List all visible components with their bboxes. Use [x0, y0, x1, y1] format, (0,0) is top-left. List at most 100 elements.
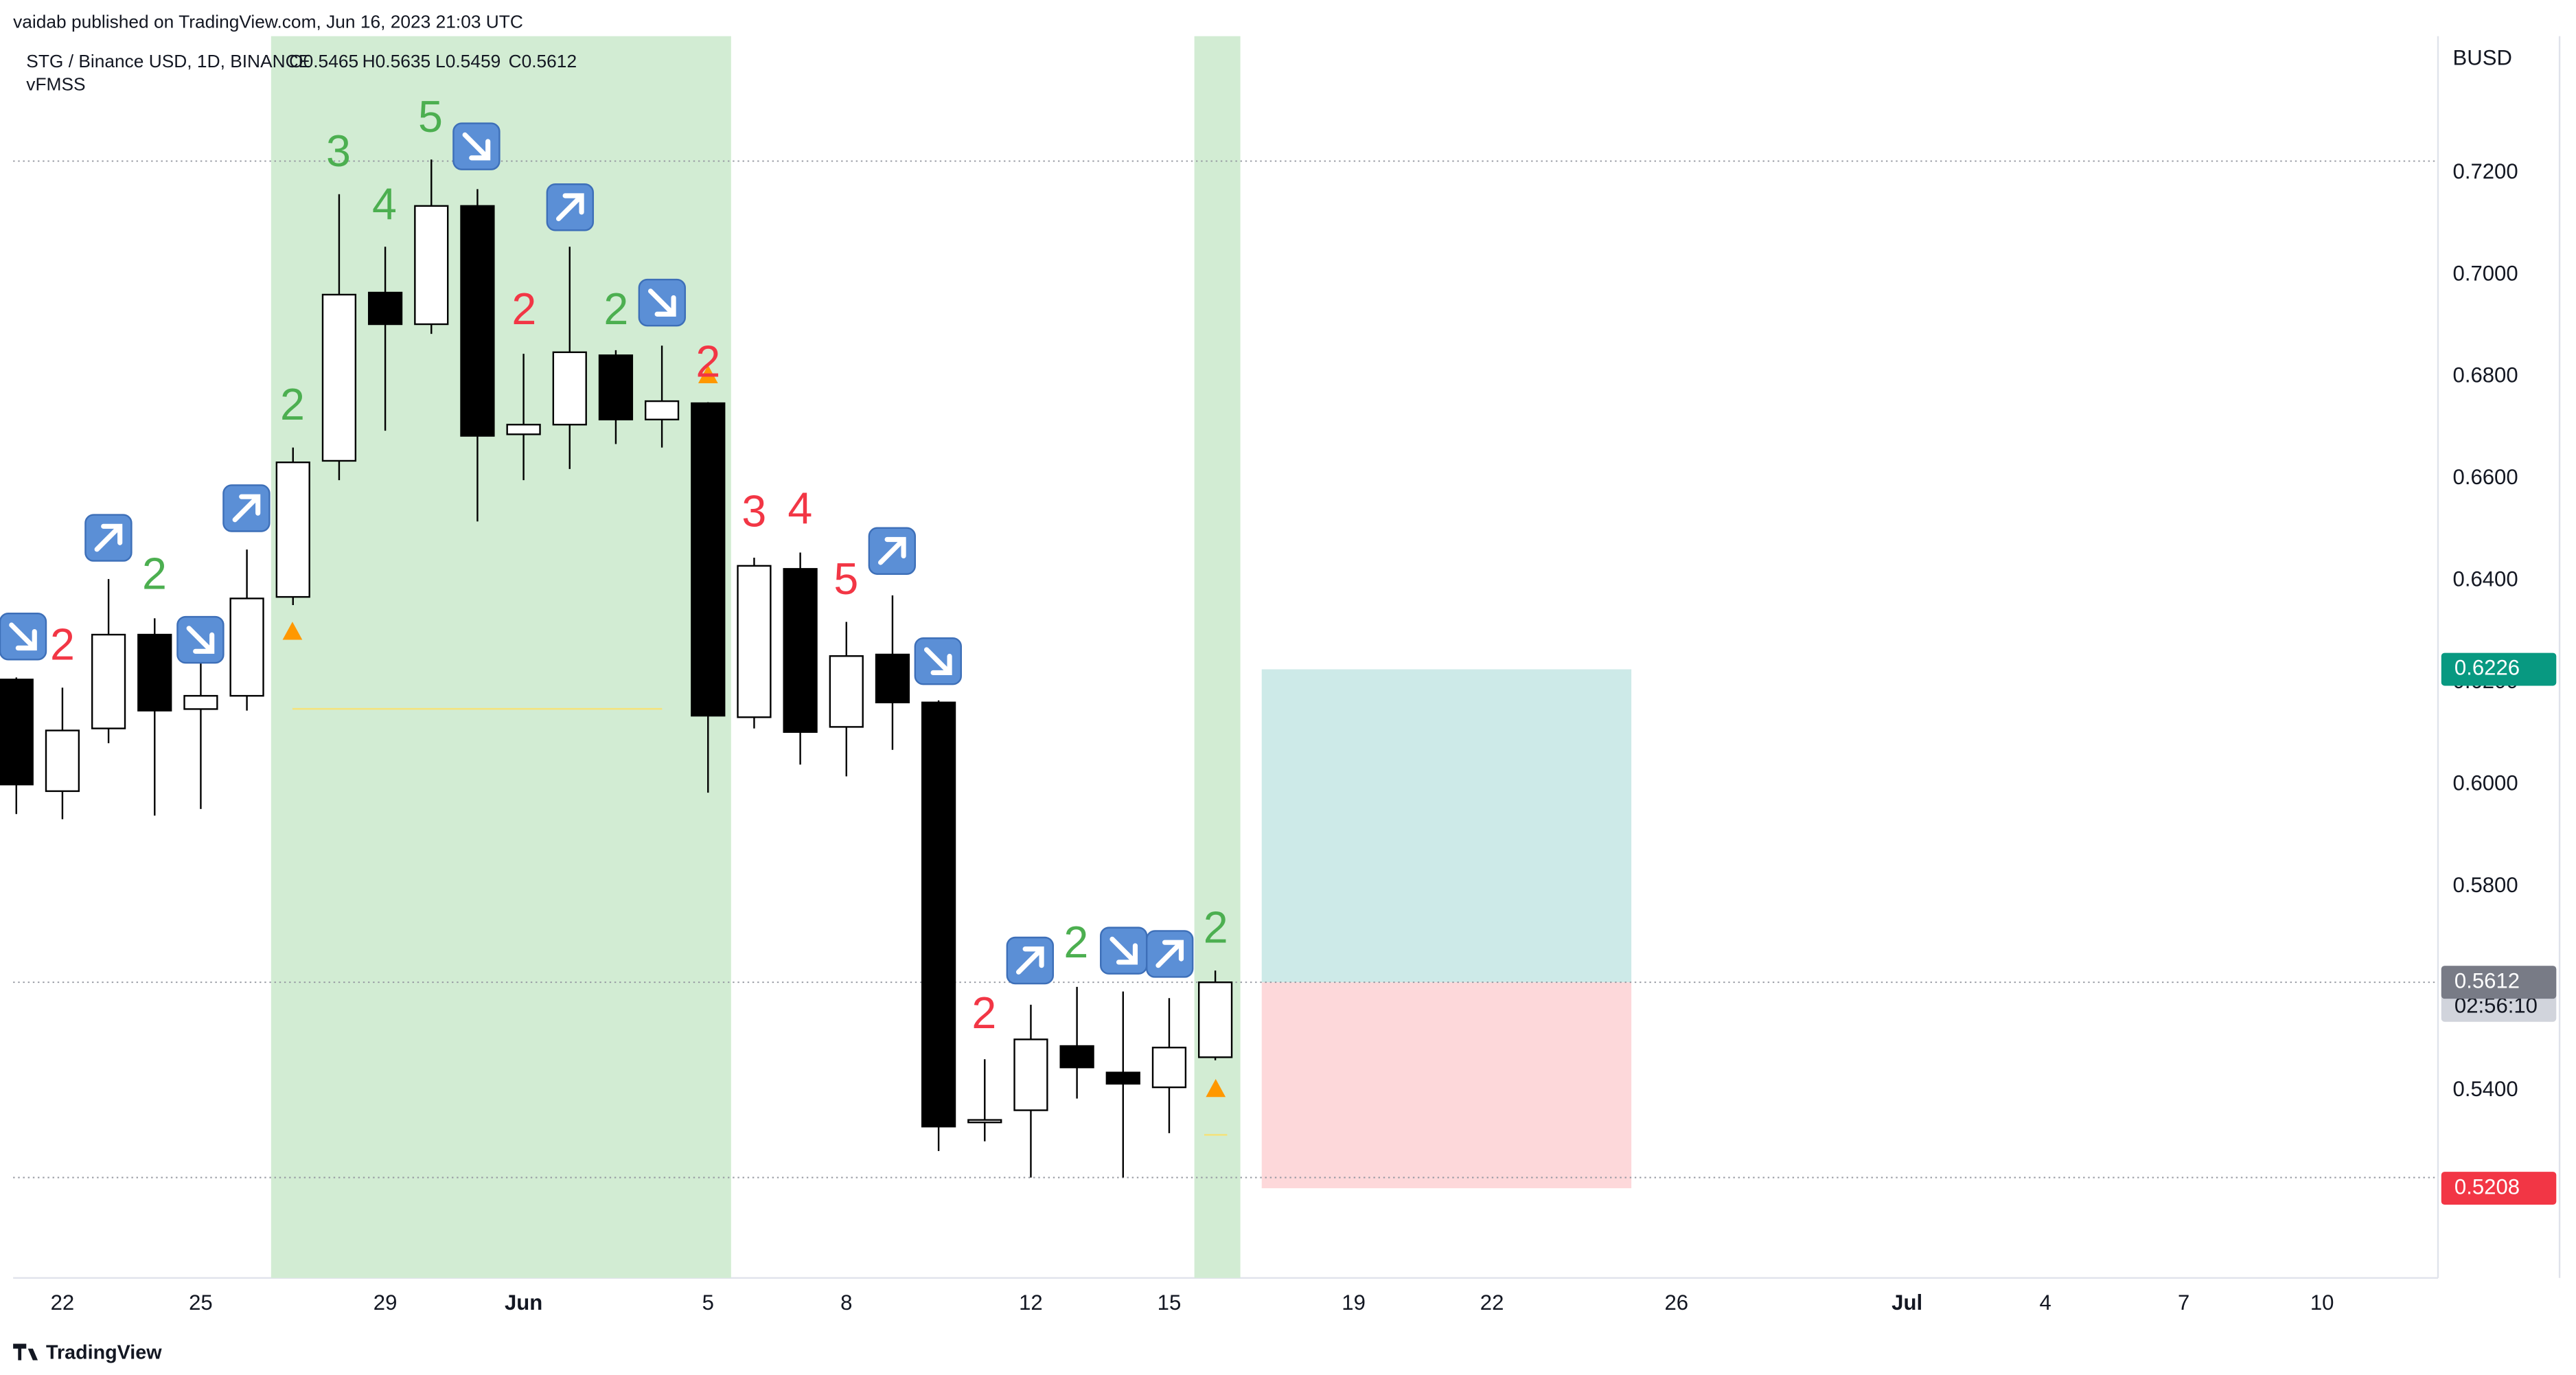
signal-triangle: [282, 622, 303, 640]
arrow-icon: [914, 637, 963, 685]
y-tick-label: 0.6600: [2453, 465, 2518, 489]
candle-body: [506, 424, 541, 435]
x-tick-label: 4: [2039, 1291, 2051, 1315]
annotation: 3: [741, 486, 766, 536]
indicator: vFMSS: [26, 73, 85, 94]
x-tick-label: Jun: [505, 1291, 542, 1315]
candle-body: [45, 729, 80, 793]
arrow-icon-glyph: [186, 626, 215, 654]
arrow-icon: [1146, 930, 1194, 978]
annotation: 5: [418, 91, 443, 141]
annotation: 4: [787, 483, 812, 533]
signal-triangle: [1206, 1078, 1226, 1098]
x-tick-label: 29: [373, 1291, 398, 1315]
x-tick-label: Jul: [1891, 1291, 1922, 1315]
candle-body: [321, 293, 357, 462]
symbol: STG / Binance USD, 1D, BINANCE: [26, 51, 310, 71]
plot: 0.72000.70000.68000.66000.64000.62000.60…: [0, 36, 2557, 1315]
x-tick-label: 22: [51, 1291, 75, 1315]
candle-body: [1151, 1047, 1187, 1089]
y-tick-label: 0.6000: [2453, 771, 2518, 795]
x-tick-label: 5: [702, 1291, 714, 1315]
annotation: 2: [695, 337, 720, 387]
price-marker: [2441, 966, 2557, 999]
candle-body: [183, 694, 218, 710]
y-tick-label: 0.5400: [2453, 1077, 2518, 1101]
stop-zone: [1261, 982, 1632, 1189]
annotation: 2: [142, 549, 167, 599]
arrow-icon: [546, 183, 595, 231]
published: vaidab published on TradingView.com, Jun…: [13, 11, 523, 32]
arrow-icon-glyph: [1015, 946, 1044, 975]
price-marker-label: 0.5208: [2454, 1174, 2520, 1198]
candle-body: [598, 354, 634, 421]
arrow-icon-glyph: [9, 622, 37, 651]
price-marker: [2441, 652, 2557, 686]
annotation: 2: [511, 284, 536, 334]
price-marker: [2441, 1172, 2557, 1205]
annotation: 2: [1063, 917, 1088, 967]
arrow-icon-glyph: [1155, 940, 1184, 968]
x-tick-label: 22: [1480, 1291, 1504, 1315]
annotation: 5: [833, 554, 858, 604]
ohlc-label: H0.5635: [363, 51, 431, 71]
ohlc-label: L0.5459: [435, 51, 501, 71]
ohlc-label: O0.5465: [289, 51, 358, 71]
arrow-icon-glyph: [1109, 936, 1138, 965]
y-tick-label: 0.6400: [2453, 567, 2518, 591]
annotation: 2: [280, 379, 305, 429]
candle-body: [0, 679, 34, 786]
arrow-icon-glyph: [462, 132, 491, 161]
candle-body: [691, 402, 726, 717]
candle-body: [367, 291, 403, 326]
arrow-icon-glyph: [923, 647, 952, 676]
candle-body: [552, 351, 587, 426]
logo: [13, 1343, 38, 1361]
candle-body: [414, 205, 449, 326]
x-tick-label: 8: [840, 1291, 852, 1315]
x-tick-label: 19: [1342, 1291, 1366, 1315]
arrow-icon-glyph: [877, 536, 906, 565]
price-marker-label: 0.5612: [2454, 968, 2520, 992]
candle-body: [644, 400, 680, 421]
candle-body: [1197, 981, 1233, 1058]
footer: TradingView: [46, 1341, 162, 1363]
arrow-icon-glyph: [647, 288, 676, 317]
candle-body: [967, 1119, 1002, 1124]
x-tick-label: 12: [1019, 1291, 1043, 1315]
arrow-icon: [868, 527, 917, 575]
candle-body: [1059, 1045, 1094, 1069]
annotation: 3: [326, 126, 351, 176]
ohlc-label: C0.5612: [509, 51, 577, 71]
price-marker-label: 0.6226: [2454, 656, 2520, 680]
currency: BUSD: [2453, 45, 2512, 69]
annotation: 4: [372, 179, 397, 229]
candle-body: [460, 205, 495, 437]
highlight-zone: [271, 36, 731, 1278]
candle-body: [1013, 1038, 1048, 1111]
y-tick-label: 0.5800: [2453, 873, 2518, 897]
candle-body: [737, 565, 772, 718]
highlight-zone: [1194, 36, 1241, 1278]
annotation: 2: [603, 284, 628, 334]
candle-body: [875, 653, 910, 703]
signal-triangle: [698, 365, 718, 383]
candle-body: [137, 633, 172, 712]
annotation: 2: [971, 988, 996, 1038]
candle-body: [229, 598, 264, 697]
candle-body: [783, 568, 818, 733]
candle-body: [91, 633, 126, 729]
arrow-icon: [0, 613, 47, 661]
arrow-icon: [222, 484, 271, 532]
x-tick-label: 10: [2310, 1291, 2334, 1315]
y-tick-label: 0.7200: [2453, 159, 2518, 183]
y-tick-label: 0.7000: [2453, 261, 2518, 285]
arrow-icon-glyph: [555, 193, 584, 222]
arrow-icon: [84, 514, 133, 562]
arrow-icon-glyph: [94, 523, 123, 552]
arrow-icon: [638, 278, 687, 327]
x-tick-label: 7: [2178, 1291, 2189, 1315]
arrow-icon: [176, 615, 225, 664]
